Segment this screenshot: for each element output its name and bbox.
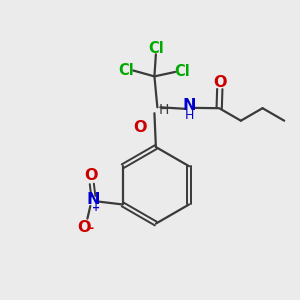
Text: H: H (159, 103, 169, 117)
Text: +: + (92, 203, 100, 213)
Text: Cl: Cl (118, 63, 134, 78)
Text: O: O (213, 75, 227, 90)
Text: Cl: Cl (148, 41, 164, 56)
Text: Cl: Cl (174, 64, 190, 80)
Text: H: H (185, 109, 194, 122)
Text: O: O (84, 168, 98, 183)
Text: N: N (86, 192, 100, 207)
Text: N: N (183, 98, 196, 113)
Text: -: - (88, 222, 94, 235)
Text: O: O (77, 220, 91, 235)
Text: O: O (133, 120, 146, 135)
